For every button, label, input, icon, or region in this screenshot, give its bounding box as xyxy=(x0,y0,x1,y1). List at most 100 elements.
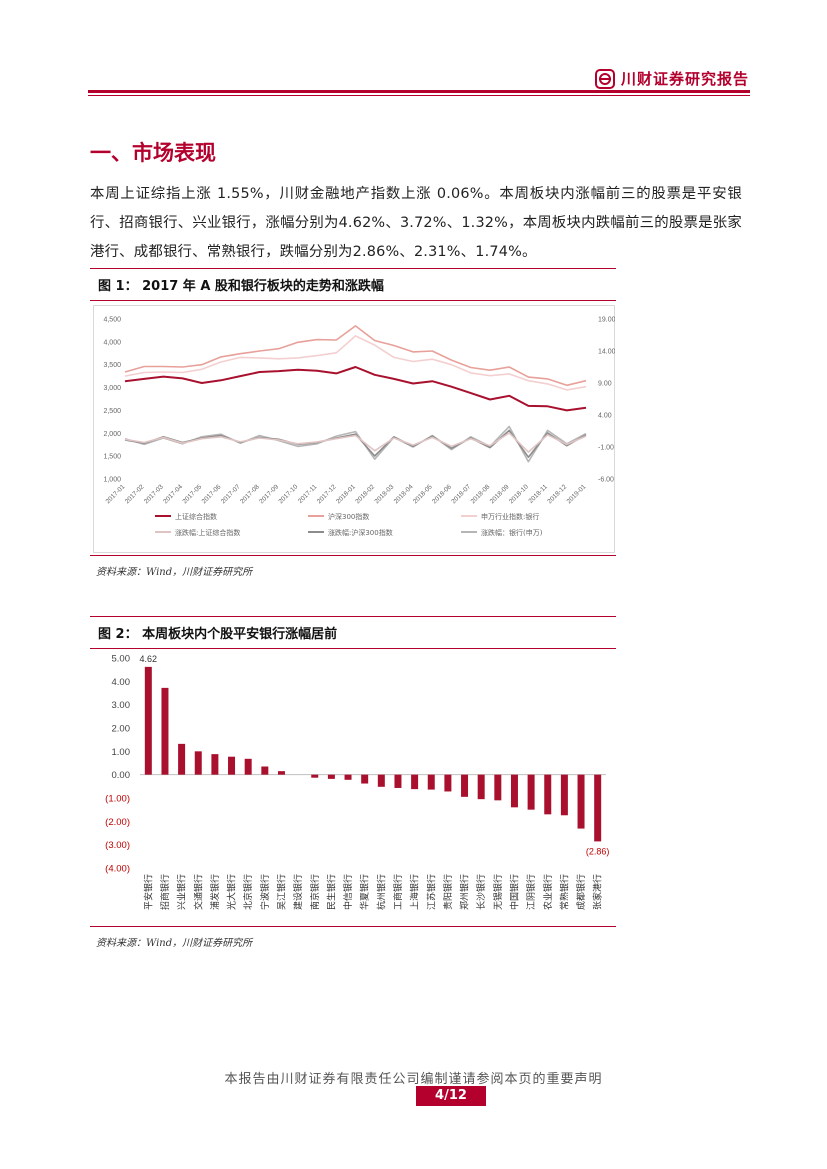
figure2-bar xyxy=(277,771,285,775)
brand-name: 川财证券研究报告 xyxy=(620,70,749,88)
figure2-bar xyxy=(194,751,202,775)
figure2-bottom-rule xyxy=(90,926,616,927)
figure1-y-left-tick-label: 2,500 xyxy=(103,408,121,415)
figure2-bar xyxy=(494,774,502,801)
figure1-y-left-tick-label: 3,000 xyxy=(103,385,121,392)
figure2-x-category-label: 吴江银行 xyxy=(275,874,287,910)
figure2-x-category-label: 成都银行 xyxy=(575,874,587,910)
figure2-x-category-label: 工商银行 xyxy=(392,874,404,910)
figure2-x-category-label: 贵阳银行 xyxy=(442,874,454,910)
figure1-series-line xyxy=(124,335,587,391)
figure2-bar xyxy=(560,774,568,816)
figure2-y-tick-label: 1.00 xyxy=(112,747,131,758)
figure2-bar xyxy=(577,774,585,829)
figure2-x-category-label: 张家港行 xyxy=(592,874,604,910)
figure2-x-category-label: 宁波银行 xyxy=(259,874,271,910)
figure1-series-line xyxy=(124,366,587,412)
figure2-source: 资料来源：Wind，川财证券研究所 xyxy=(96,938,253,949)
figure2-y-tick-label: 2.00 xyxy=(112,724,131,735)
figure2-x-category-label: 南京银行 xyxy=(309,874,321,910)
figure2-x-category-label: 郑州银行 xyxy=(459,874,471,910)
figure1-legend-label: 涨跌幅:上证综合指数 xyxy=(175,528,240,537)
figure2-x-category-label: 中信银行 xyxy=(342,874,354,910)
figure2-bar xyxy=(427,774,435,790)
figure1-y-right-tick-label: -1.00 xyxy=(598,445,614,452)
figure1-legend-label: 涨跌幅:沪深300指数 xyxy=(328,528,393,537)
figure2-bar xyxy=(228,756,236,775)
section-title: 一、市场表现 xyxy=(90,140,216,165)
figure2-y-tick-label: (2.00) xyxy=(105,817,130,828)
figure2-y-tick-label: (4.00) xyxy=(105,864,130,875)
figure2-x-category-label: 农业银行 xyxy=(542,874,554,910)
figure1-line-chart: 4,500 4,000 3,500 3,000 2,500 2,000 1,500 1,000… xyxy=(93,305,615,553)
figure1-title-bar: 图 1： 2017 年 A 股和银行板块的走势和涨跌幅 xyxy=(90,268,616,301)
figure2-x-category-label: 光大银行 xyxy=(226,874,238,910)
figure2-bar xyxy=(544,774,552,815)
figure2-bar xyxy=(477,774,485,800)
header-rule xyxy=(88,90,750,93)
figure1-y-left-tick-label: 1,500 xyxy=(103,454,121,461)
figure1-plot-frame xyxy=(93,305,615,553)
figure2-y-tick-label: (3.00) xyxy=(105,840,130,851)
company-logo-icon xyxy=(594,68,615,89)
figure2-x-category-label: 常熟银行 xyxy=(558,874,570,910)
figure1-series-line xyxy=(124,425,587,463)
figure2-x-category-label: 北京银行 xyxy=(242,874,254,910)
figure2-x-category-label: 长沙银行 xyxy=(475,874,487,910)
figure2-x-category-label: 江阴银行 xyxy=(525,874,537,910)
figure1-y-right-tick-label: 19.00 xyxy=(598,317,615,324)
figure2-bar xyxy=(394,774,402,788)
page-number: 4/12 xyxy=(416,1086,486,1106)
figure2-x-category-label: 兴业银行 xyxy=(176,874,188,910)
figure2-y-tick-label: 4.00 xyxy=(112,677,131,688)
figure1-y-right-tick-label: 14.00 xyxy=(598,349,615,356)
figure2-x-category-label: 无锡银行 xyxy=(492,874,504,910)
figure2-data-label-min: (2.86) xyxy=(586,846,610,856)
figure2-x-category-label: 上海银行 xyxy=(409,874,421,910)
figure2-bar xyxy=(510,774,518,808)
figure1-y-left-tick-label: 1,000 xyxy=(103,477,121,484)
figure2-x-category-label: 民生银行 xyxy=(325,874,337,910)
figure2-bar xyxy=(461,774,469,797)
footer-disclaimer: 本报告由川财证券有限责任公司编制谨请参阅本页的重要声明 xyxy=(224,1072,603,1087)
figure2-bar xyxy=(261,766,269,775)
figure1-source: 资料来源：Wind，川财证券研究所 xyxy=(96,567,253,578)
figure2-bar xyxy=(411,774,419,790)
figure1-y-left-tick-label: 2,000 xyxy=(103,431,121,438)
figure2-bar xyxy=(377,774,385,787)
figure2-x-category-label: 杭州银行 xyxy=(375,874,387,910)
figure2-x-category-label: 招商银行 xyxy=(159,874,171,910)
figure2-bar xyxy=(361,774,369,784)
figure2-bar xyxy=(311,774,319,778)
figure1-legend-label: 涨跌幅：银行(申万) xyxy=(481,528,543,537)
header-rule-thin xyxy=(88,95,750,96)
figure2-bar xyxy=(327,774,335,779)
figure2-y-tick-label: 5.00 xyxy=(112,654,131,665)
figure2-data-label-max: 4.62 xyxy=(140,654,158,664)
figure2-bar xyxy=(527,774,535,810)
figure2-bar xyxy=(178,743,186,775)
figure1-y-left-tick-label: 4,000 xyxy=(103,339,121,346)
figure2-bar xyxy=(144,666,152,775)
section-body: 本周上证综指上涨 1.55%，川财金融地产指数上涨 0.06%。本周板块内涨幅前… xyxy=(90,186,742,260)
figure2-x-category-label: 中国银行 xyxy=(508,874,520,910)
figure2-x-category-label: 平安银行 xyxy=(142,874,154,910)
figure1-y-right-tick-label: 4.00 xyxy=(598,413,612,420)
header-brand: 川财证券研究报告 xyxy=(594,68,749,89)
figure1-legend-label: 沪深300指数 xyxy=(328,512,369,521)
figure1-series-line xyxy=(124,325,587,387)
figure1-y-left-tick-label: 3,500 xyxy=(103,362,121,369)
figure2-title-bar: 图 2： 本周板块内个股平安银行涨幅居前 xyxy=(90,616,616,649)
figure2-bar xyxy=(161,687,169,775)
figure2-y-tick-label: 0.00 xyxy=(112,770,131,781)
figure1-bottom-rule xyxy=(90,555,616,556)
figure2-x-category-label: 江苏银行 xyxy=(425,874,437,910)
figure2-x-category-label: 华夏银行 xyxy=(359,874,371,910)
figure1-legend-label: 申万行业指数:银行 xyxy=(481,512,539,521)
figure1-legend-label: 上证综合指数 xyxy=(175,512,217,521)
figure1-y-right-tick-label: 9.00 xyxy=(598,381,612,388)
figure2-bar xyxy=(594,774,602,842)
figure2-bar xyxy=(444,774,452,792)
figure1-title: 图 1： 2017 年 A 股和银行板块的走势和涨跌幅 xyxy=(98,279,384,294)
figure2-title: 图 2： 本周板块内个股平安银行涨幅居前 xyxy=(98,627,338,642)
